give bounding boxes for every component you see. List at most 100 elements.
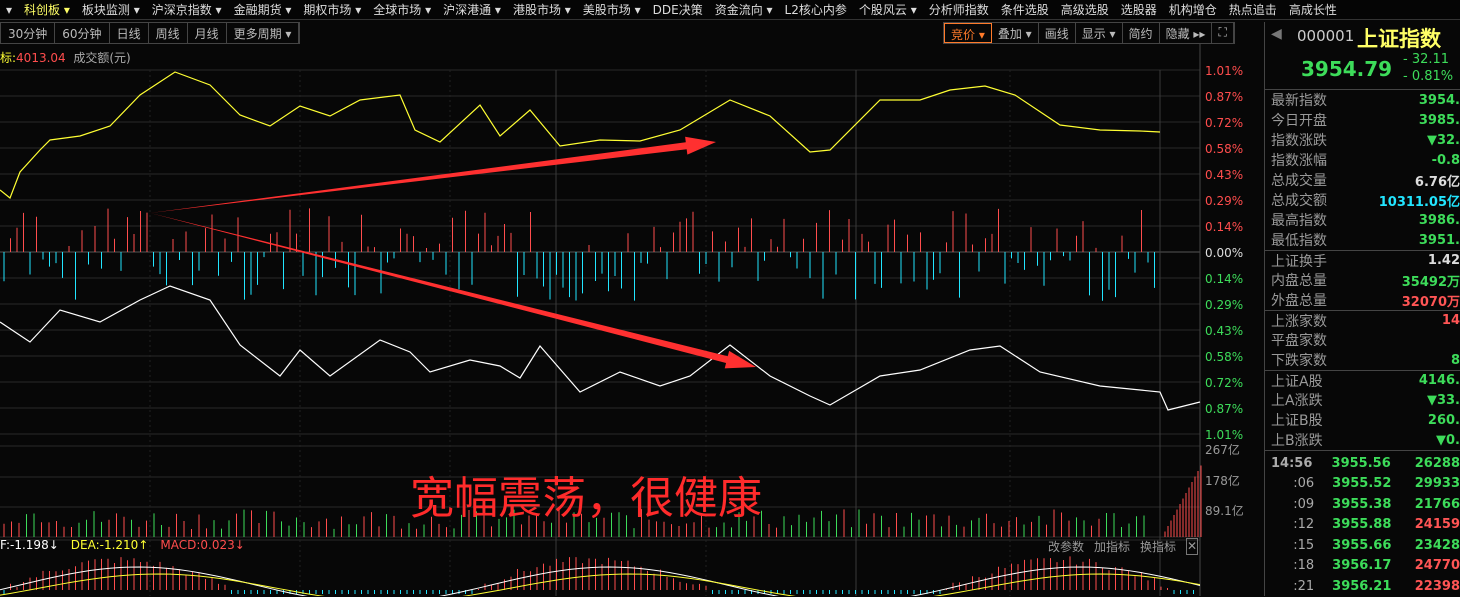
menu-item-7[interactable]: 沪深港通 ▾ — [443, 3, 501, 17]
edit-params-button[interactable]: 改参数 — [1048, 540, 1085, 554]
tool-button-1[interactable]: 叠加 ▾ — [992, 23, 1039, 43]
menu-item-14[interactable]: 分析师指数 — [928, 3, 989, 17]
menu-item-8[interactable]: 港股市场 ▾ — [512, 3, 571, 17]
stat-row: 上证B股 260. — [1265, 410, 1460, 430]
axis-label-up: 0.29% — [1205, 194, 1244, 208]
tick-list: 14:56 3955.56 26288:06 3955.52 29933:09 3955.… — [1265, 450, 1460, 597]
top-menu-bar: ▾ 科创板 ▾ 板块监测 ▾ 沪深京指数 ▾ 金融期货 ▾ 期权市场 ▾ 全球市场 ▾ 沪深港… — [0, 0, 1460, 20]
stat-row: 最低指数 3951. — [1265, 230, 1460, 250]
macd-value: MACD:0.023↓ — [160, 538, 245, 552]
period-button-4[interactable]: 月线 — [188, 23, 227, 43]
menu-item-20[interactable]: 高成长性 — [1288, 3, 1337, 17]
period-button-0[interactable]: 30分钟 — [1, 23, 56, 43]
index-code: 000001 — [1297, 27, 1355, 45]
stat-value: 14 — [1441, 313, 1460, 328]
stat-label: 指数涨幅 — [1271, 153, 1327, 169]
period-button-3[interactable]: 周线 — [149, 23, 188, 43]
macd-dea: DEA:-1.210↑ — [70, 538, 149, 552]
menu-item-18[interactable]: 机构增仓 — [1168, 3, 1217, 17]
tool-button-6[interactable]: ⛶ — [1212, 23, 1234, 43]
menu-item-19[interactable]: 热点追击 — [1228, 3, 1277, 17]
stat-value: 8 — [1450, 352, 1460, 368]
menu-item-4[interactable]: 金融期货 ▾ — [233, 3, 292, 17]
axis-label-up: 0.58% — [1205, 142, 1244, 156]
stat-label: 最低指数 — [1271, 233, 1327, 249]
index-price: 3954.79 — [1301, 57, 1393, 81]
stat-value: -0.8 — [1431, 152, 1460, 168]
menu-item-12[interactable]: L2核心内参 — [784, 3, 847, 17]
stat-row: 最新指数 3954. — [1265, 90, 1460, 110]
stat-row: 总成交额 10311.05亿 — [1265, 190, 1460, 210]
tick-price: 3956.21 — [1332, 578, 1392, 594]
stat-value: 35492万 — [1401, 274, 1460, 290]
legend-volume-label: 成交额(元) — [73, 51, 131, 65]
tick-price: 3955.56 — [1331, 455, 1391, 471]
stat-label: 上A涨跌 — [1271, 393, 1323, 409]
tick-time: :18 — [1293, 558, 1315, 574]
add-indicator-button[interactable]: 加指标 — [1094, 540, 1131, 554]
axis-label-zero: 0.00% — [1205, 246, 1244, 260]
axis-label-down: 0.72% — [1205, 376, 1244, 390]
tool-button-4[interactable]: 简约 — [1123, 23, 1160, 43]
menu-item-0[interactable]: ▾ — [6, 2, 13, 17]
macd-legend: F:-1.198↓ DEA:-1.210↑ MACD:0.023↓ — [0, 538, 245, 552]
stat-value: ▼33. — [1426, 392, 1460, 408]
switch-indicator-button[interactable]: 换指标 — [1140, 540, 1177, 554]
tick-volume: 23428 — [1414, 537, 1460, 553]
menu-item-9[interactable]: 美股市场 ▾ — [582, 3, 641, 17]
stat-label: 指数涨跌 — [1271, 133, 1327, 149]
period-button-5[interactable]: 更多周期 ▾ — [227, 23, 300, 43]
axis-label-down: 0.43% — [1205, 324, 1244, 338]
stat-label: 下跌家数 — [1271, 353, 1327, 369]
menu-item-10[interactable]: DDE决策 — [652, 3, 703, 17]
intraday-chart[interactable] — [0, 0, 1264, 596]
stat-label: 上证A股 — [1271, 373, 1323, 390]
tick-price: 3955.52 — [1332, 476, 1392, 492]
period-selector: 30分钟 60分钟 日线 周线 月线 更多周期 ▾ — [0, 22, 301, 44]
axis-label-down: 0.87% — [1205, 402, 1244, 416]
axis-label-down: 1.01% — [1205, 428, 1244, 442]
tick-row: :21 3956.21 22398 — [1265, 576, 1460, 597]
menu-item-17[interactable]: 选股器 — [1120, 3, 1157, 17]
stat-row: 平盘家数 — [1265, 330, 1460, 350]
menu-item-2[interactable]: 板块监测 ▾ — [81, 3, 140, 17]
menu-item-1[interactable]: 科创板 ▾ — [24, 3, 70, 17]
prev-arrow-icon[interactable]: ◀ — [1271, 26, 1282, 42]
period-button-1[interactable]: 60分钟 — [55, 23, 110, 43]
stat-value: 10311.05亿 — [1378, 194, 1460, 210]
period-button-2[interactable]: 日线 — [110, 23, 149, 43]
stats-list: 最新指数 3954. 今日开盘 3985. 指数涨跌 ▼32. 指数涨幅 -0.8 总成交量 6.… — [1265, 90, 1460, 450]
volume-axis-label: 267亿 — [1205, 443, 1240, 457]
stat-value: 6.76亿 — [1414, 174, 1460, 190]
axis-label-down: 0.29% — [1205, 298, 1244, 312]
menu-item-15[interactable]: 条件选股 — [1000, 3, 1049, 17]
stat-label: 外盘总量 — [1271, 293, 1327, 309]
menu-item-3[interactable]: 沪深京指数 ▾ — [151, 3, 222, 17]
menu-item-13[interactable]: 个股风云 ▾ — [858, 3, 917, 17]
stat-row: 最高指数 3986. — [1265, 210, 1460, 230]
macd-dif: F:-1.198↓ — [0, 538, 59, 552]
legend-label: 标: — [0, 51, 17, 65]
index-change: - 32.11 — [1403, 52, 1450, 67]
tick-row: :12 3955.88 24159 — [1265, 515, 1460, 536]
menu-item-6[interactable]: 全球市场 ▾ — [373, 3, 432, 17]
stat-value: 3951. — [1418, 232, 1460, 248]
tick-volume: 26288 — [1414, 455, 1460, 471]
menu-item-16[interactable]: 高级选股 — [1060, 3, 1109, 17]
axis-label-up: 1.01% — [1205, 64, 1244, 78]
axis-label-down: 0.14% — [1205, 272, 1244, 286]
stat-label: 上证B股 — [1271, 413, 1323, 429]
dif-line — [0, 566, 1201, 596]
tool-button-5[interactable]: 隐藏 ▸▸ — [1160, 23, 1213, 43]
stat-label: 上涨家数 — [1271, 313, 1327, 330]
menu-item-11[interactable]: 资金流向 ▾ — [714, 3, 773, 17]
tool-button-2[interactable]: 画线 — [1039, 23, 1076, 43]
indicator-buttons: 改参数 加指标 换指标 ✕ — [1048, 538, 1199, 555]
tool-button-0[interactable]: 竞价 ▾ — [944, 23, 992, 43]
close-indicator-button[interactable]: ✕ — [1186, 538, 1199, 555]
tool-button-3[interactable]: 显示 ▾ — [1076, 23, 1123, 43]
stat-value: 3985. — [1418, 112, 1460, 128]
stat-value: 3986. — [1418, 212, 1460, 228]
stat-value: 1.42 — [1427, 253, 1460, 268]
menu-item-5[interactable]: 期权市场 ▾ — [303, 3, 362, 17]
